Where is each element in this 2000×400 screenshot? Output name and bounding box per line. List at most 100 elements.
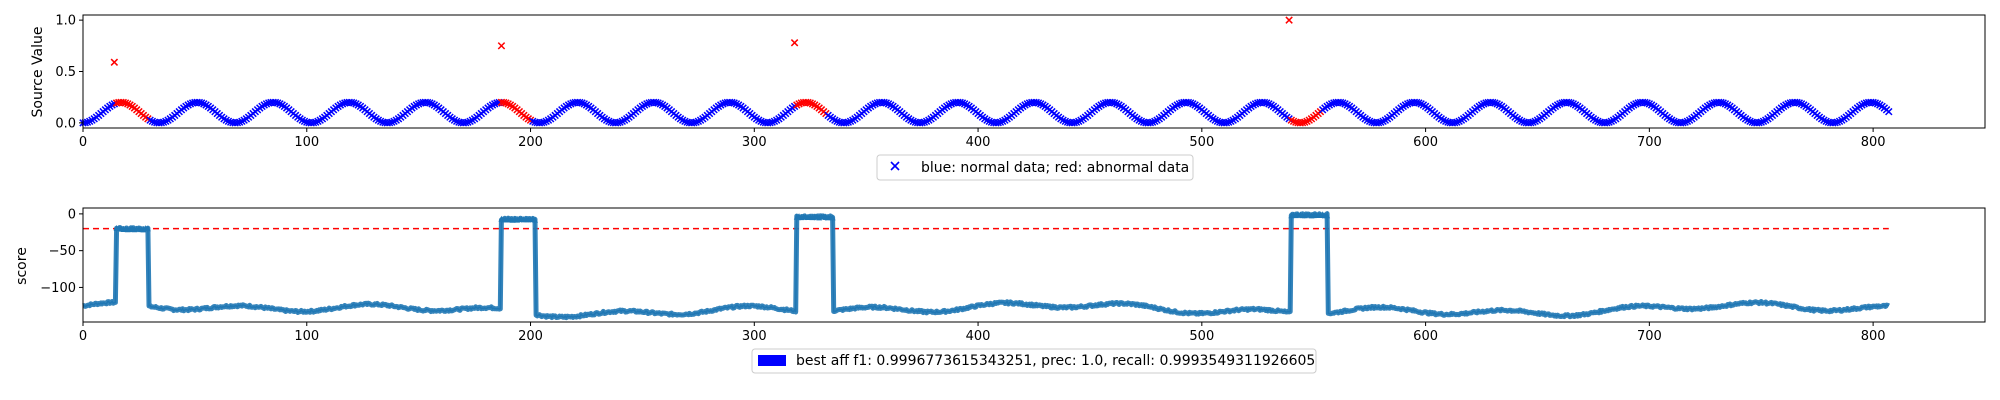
top-ytick-label: 1.0	[55, 14, 76, 29]
bottom-plot: 0 100 200 300 400 500 600 700 800 0 −50 −100 score	[14, 207, 1986, 344]
normal-point	[730, 99, 738, 107]
abnormal-spike-point	[1285, 16, 1293, 24]
bottom-xtick-label: 800	[1861, 329, 1886, 344]
normal-point	[309, 118, 318, 127]
bottom-xtick-label: 0	[79, 329, 87, 344]
normal-point	[728, 98, 736, 107]
top-xtick-label: 800	[1861, 135, 1886, 150]
bottom-xtick-label: 200	[518, 329, 543, 344]
bottom-legend-text: best aff f1: 0.9996773615343251, prec: 1…	[796, 353, 1315, 369]
top-xtick-label: 300	[742, 135, 767, 150]
normal-point	[1795, 99, 1804, 107]
normal-point	[159, 118, 168, 126]
normal-point	[1885, 107, 1893, 116]
normal-point	[1565, 98, 1573, 107]
abnormal-spike-point	[497, 42, 506, 50]
normal-point	[1365, 117, 1374, 126]
bottom-legend: best aff f1: 0.9996773615343251, prec: 1…	[751, 348, 1317, 374]
normal-point	[1415, 99, 1423, 107]
normal-point	[311, 118, 320, 126]
normal-point	[385, 118, 394, 127]
normal-point	[537, 118, 546, 127]
abnormal-point	[804, 98, 812, 107]
top-plot-marks	[79, 16, 1893, 127]
normal-point	[1833, 118, 1842, 126]
normal-point	[994, 118, 1002, 127]
normal-point	[1377, 118, 1385, 126]
abnormal-point	[1298, 118, 1307, 127]
bottom-plot-marks	[81, 210, 1891, 321]
normal-point	[1679, 118, 1687, 127]
normal-point	[195, 98, 204, 107]
normal-point	[766, 118, 774, 127]
normal-point	[300, 117, 309, 126]
abnormal-point	[795, 100, 803, 108]
normal-point	[652, 98, 660, 107]
bottom-xtick-label: 300	[742, 329, 767, 344]
normal-point	[1108, 98, 1117, 107]
legend-swatch-icon	[758, 355, 786, 366]
normal-point	[690, 118, 698, 127]
normal-point	[956, 98, 964, 107]
top-plot: 0 100 200 300 400 500 600 700 800 0.0 0.5 1.0 Sour…	[30, 14, 1986, 150]
normal-point	[1251, 100, 1260, 108]
top-plot-ylabel: Source Value	[30, 27, 46, 118]
top-legend-text: blue: normal data; red: abnormal data	[921, 160, 1189, 176]
normal-point	[414, 100, 423, 108]
normal-point	[1871, 99, 1880, 107]
normal-point	[186, 100, 195, 108]
normal-point	[1450, 118, 1459, 127]
abnormal-spike-point	[790, 39, 799, 47]
normal-point	[1023, 100, 1032, 108]
normal-point	[616, 118, 624, 126]
bottom-plot-x-ticks: 0 100 200 300 400 500 600 700 800	[79, 322, 1886, 344]
abnormal-spike-point	[110, 58, 119, 66]
normal-point	[1822, 117, 1830, 126]
normal-point	[347, 98, 356, 107]
normal-point	[1184, 98, 1193, 107]
normal-point	[1632, 100, 1640, 108]
bottom-xtick-label: 100	[294, 329, 319, 344]
normal-point	[643, 100, 651, 108]
normal-point	[1556, 100, 1564, 108]
normal-point	[1594, 117, 1602, 126]
normal-point	[1070, 118, 1079, 127]
score-segment-marker	[532, 216, 539, 223]
normal-point	[1260, 98, 1269, 107]
normal-point	[1453, 118, 1461, 126]
top-xtick-label: 0	[79, 135, 87, 150]
normal-point	[1567, 99, 1575, 107]
normal-point	[1374, 118, 1383, 127]
abnormal-point	[121, 99, 130, 107]
normal-point	[1488, 98, 1497, 107]
normal-point	[614, 118, 622, 127]
top-plot-x-ticks: 0 100 200 300 400 500 600 700 800	[79, 128, 1886, 150]
normal-point	[224, 117, 233, 126]
normal-point	[1717, 98, 1725, 107]
normal-point	[197, 99, 206, 107]
top-xtick-label: 700	[1637, 135, 1662, 150]
normal-point	[1148, 118, 1157, 126]
bottom-plot-y-ticks: 0 −50 −100	[40, 207, 83, 296]
normal-point	[1605, 118, 1613, 126]
normal-point	[578, 99, 586, 107]
bottom-ytick-label: −100	[40, 281, 76, 296]
bottom-xtick-label: 700	[1637, 329, 1662, 344]
normal-point	[844, 118, 853, 126]
normal-point	[1441, 117, 1450, 126]
normal-point	[1670, 117, 1678, 126]
normal-point	[1831, 118, 1839, 127]
abnormal-point	[1289, 117, 1298, 126]
normal-point	[996, 118, 1005, 126]
normal-point	[1681, 118, 1689, 126]
normal-point	[376, 117, 385, 126]
normal-point	[1719, 99, 1727, 107]
normal-point	[1327, 100, 1336, 108]
normal-point	[1146, 118, 1155, 127]
normal-point	[871, 100, 879, 108]
top-plot-y-ticks: 0.0 0.5 1.0	[55, 14, 83, 131]
normal-point	[1529, 118, 1537, 126]
normal-point	[1262, 99, 1271, 107]
top-xtick-label: 400	[966, 135, 991, 150]
